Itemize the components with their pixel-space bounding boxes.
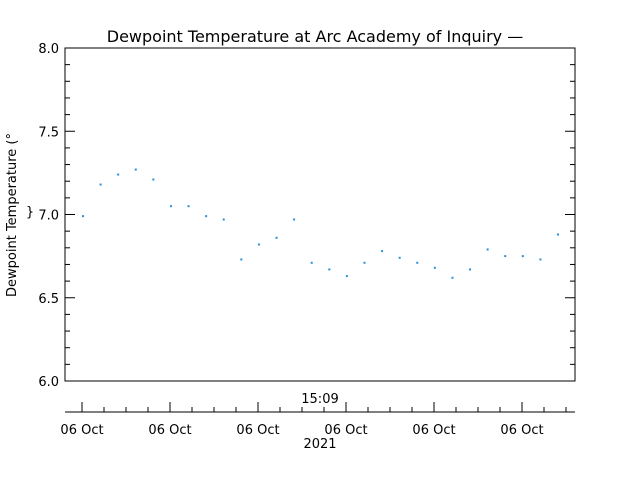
- y-axis: 6.0 6.5 7.0 7.5 8.0: [38, 42, 575, 390]
- data-point: [398, 256, 401, 259]
- plot-frame: [64, 47, 576, 382]
- x-tick-label: 06 Oct: [60, 423, 103, 438]
- x-tick-label: 06 Oct: [500, 423, 543, 438]
- data-point: [486, 248, 489, 251]
- data-point: [82, 215, 84, 218]
- data-point: [240, 258, 243, 261]
- x-tick-label: 06 Oct: [236, 423, 279, 438]
- y-tick-label: 8.0: [38, 42, 59, 57]
- data-point: [134, 168, 137, 171]
- data-point: [416, 261, 419, 264]
- data-point: [521, 255, 524, 258]
- data-point: [169, 205, 172, 208]
- data-point: [187, 205, 190, 208]
- data-point: [328, 268, 331, 271]
- y-axis-label-glyph: }: [26, 205, 34, 220]
- data-point: [152, 178, 155, 181]
- y-tick-label: 7.0: [38, 209, 59, 224]
- time-axis: 06 Oct 06 Oct 06 Oct 06 Oct 06 Oct 06 Oct: [60, 402, 567, 438]
- data-point: [363, 261, 366, 264]
- data-point: [451, 276, 454, 279]
- data-point: [345, 275, 348, 278]
- y-tick-label: 6.0: [38, 375, 59, 390]
- data-point: [222, 218, 225, 221]
- y-axis-label-group: Dewpoint Temperature (°: [5, 133, 20, 297]
- data-point: [99, 183, 102, 186]
- y-tick-label: 7.5: [38, 125, 59, 140]
- data-point: [381, 250, 384, 253]
- data-point: [433, 266, 436, 269]
- data-points: [82, 168, 559, 279]
- data-point: [469, 268, 472, 271]
- data-point: [504, 255, 507, 258]
- x-tick-label: 06 Oct: [148, 423, 191, 438]
- data-point: [205, 215, 208, 218]
- data-point: [557, 233, 559, 236]
- y-axis-label: Dewpoint Temperature (°: [5, 133, 20, 297]
- chart-title: Dewpoint Temperature at Arc Academy of I…: [107, 27, 523, 46]
- x-tick-label: 06 Oct: [412, 423, 455, 438]
- data-point: [275, 236, 278, 239]
- data-point: [310, 261, 313, 264]
- data-point: [117, 173, 120, 176]
- data-point: [257, 243, 260, 246]
- time-label: 15:09: [301, 392, 338, 407]
- year-label: 2021: [303, 437, 336, 452]
- data-point: [539, 258, 542, 261]
- x-tick-label: 06 Oct: [324, 423, 367, 438]
- data-point: [293, 218, 296, 221]
- y-tick-label: 6.5: [38, 292, 59, 307]
